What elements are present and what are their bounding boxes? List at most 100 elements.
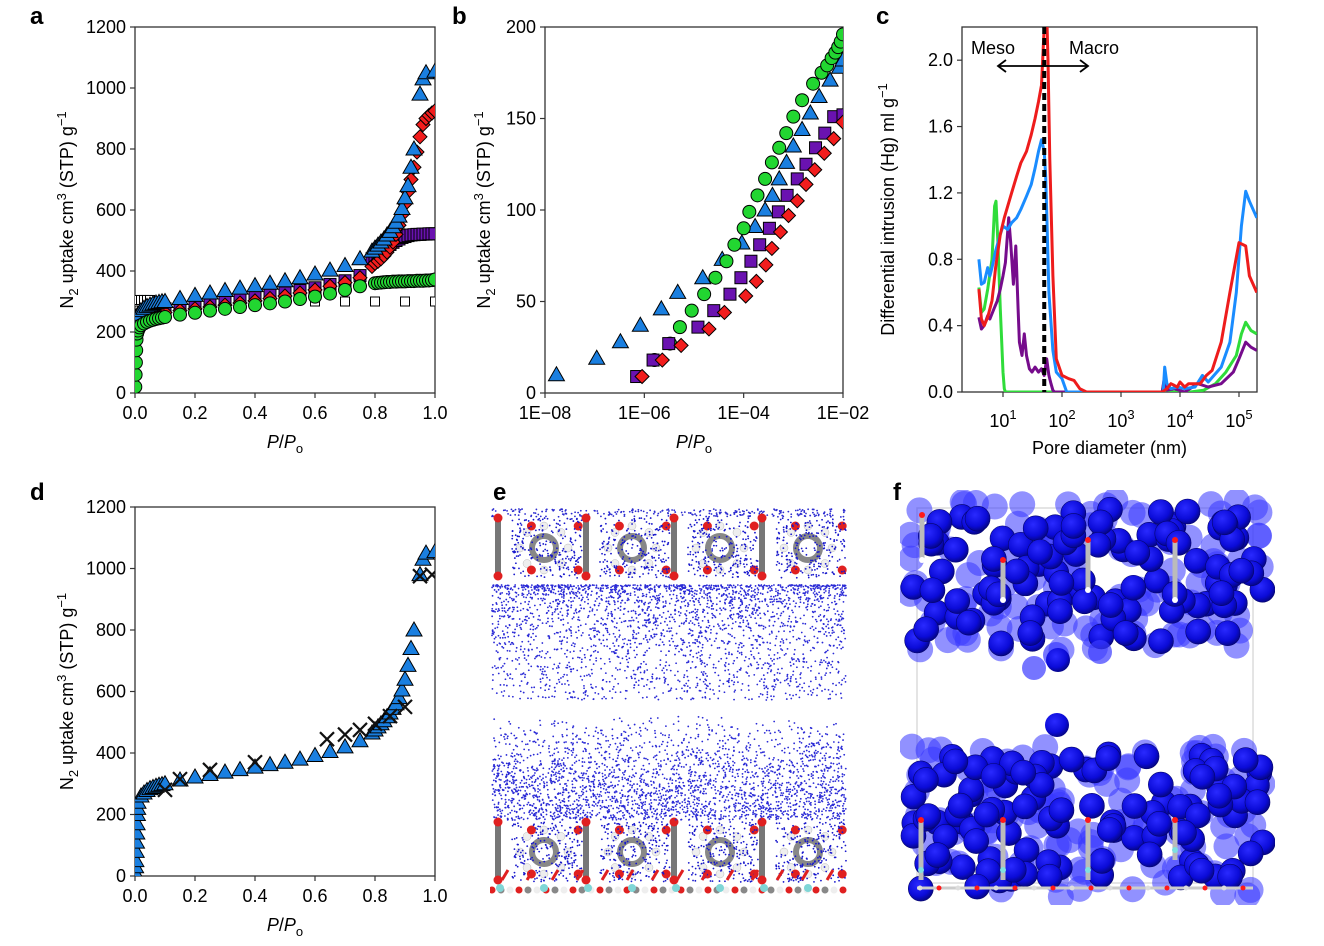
n2-point <box>691 832 694 834</box>
n2-point <box>826 527 829 530</box>
n2-point <box>684 585 687 587</box>
n2-point <box>809 587 812 590</box>
n2-point <box>648 530 651 533</box>
n2-point <box>540 821 543 824</box>
n2-point <box>635 633 638 635</box>
n2-point <box>674 644 676 647</box>
n2-point <box>803 682 806 685</box>
n2-point <box>663 681 666 684</box>
n2-point <box>806 641 809 644</box>
n2-point <box>613 603 616 606</box>
n2-point <box>834 531 837 534</box>
n2-point <box>811 511 814 514</box>
n2-point <box>828 662 831 665</box>
n2-point <box>772 595 775 598</box>
n2-point <box>564 683 566 685</box>
n2-point <box>492 610 495 613</box>
n2-point <box>706 847 709 850</box>
n2-point <box>611 850 614 853</box>
n2-point <box>735 535 738 538</box>
n2-point <box>738 652 741 654</box>
n2-point <box>558 593 561 596</box>
n2-point <box>802 622 804 625</box>
n2-point <box>719 865 722 868</box>
n2-point <box>571 617 574 620</box>
n2-point <box>546 676 548 679</box>
n2-point <box>611 613 614 616</box>
n2-point <box>775 598 778 601</box>
n2-point <box>594 627 596 630</box>
x-tick-label: 0.6 <box>302 403 327 423</box>
n2-point <box>518 510 521 512</box>
n2-point <box>739 560 742 563</box>
n2-point <box>789 641 791 644</box>
y-tick-label: 1.6 <box>928 117 953 137</box>
n2-point <box>778 537 781 540</box>
n2-point <box>529 606 531 609</box>
hydrogen-atom <box>556 832 566 841</box>
n2-point <box>575 608 577 611</box>
n2-point <box>685 682 688 685</box>
n2-point <box>717 660 720 663</box>
n2-point <box>652 622 655 625</box>
panel-label-a: a <box>30 3 44 30</box>
n2-point <box>747 592 749 595</box>
n2-point <box>565 855 568 858</box>
n2-point <box>534 529 537 532</box>
n2-point <box>837 867 840 870</box>
n2-point <box>802 602 805 604</box>
n2-point <box>517 541 520 544</box>
n2-point <box>794 678 797 680</box>
n2-point <box>793 565 796 568</box>
n2-point <box>730 607 733 610</box>
n2-point <box>721 864 724 867</box>
metal-atom <box>672 884 680 892</box>
n2-point <box>816 593 819 596</box>
data-point-triangle <box>246 276 264 293</box>
n2-point <box>570 632 573 634</box>
n2-point <box>639 613 641 616</box>
n2-point <box>790 513 793 516</box>
n2-point <box>618 864 620 867</box>
panel-label-f: f <box>893 479 902 506</box>
n2-point <box>786 673 789 676</box>
n2-point <box>772 603 774 606</box>
n2-point <box>517 555 520 557</box>
n2-point <box>763 687 766 690</box>
n2-point <box>697 551 700 554</box>
hydrogen-atom <box>603 847 613 857</box>
n2-point <box>552 591 555 594</box>
n2-point <box>839 624 842 627</box>
n2-point <box>795 878 797 881</box>
hydrogen-atom <box>698 832 708 841</box>
n2-point <box>650 839 652 842</box>
n2-point <box>766 687 769 690</box>
n2-point <box>777 589 780 592</box>
n2-point <box>831 831 834 834</box>
panel-label-d: d <box>30 479 45 506</box>
n2-point <box>693 573 696 576</box>
n2-point <box>503 684 505 686</box>
n2-point <box>718 646 721 649</box>
n2-point <box>733 513 736 515</box>
n2-point <box>545 508 548 511</box>
n2-point <box>740 617 743 620</box>
n2-point <box>553 632 556 635</box>
n2-point <box>551 586 554 589</box>
n2-point <box>767 648 770 650</box>
n2-point <box>606 631 609 634</box>
n2-point <box>769 601 772 604</box>
n2-point <box>656 677 658 679</box>
n2-point <box>706 602 709 605</box>
n2-point <box>578 557 581 559</box>
n2-point <box>730 613 733 616</box>
n2-point <box>560 677 562 679</box>
n2-point <box>821 601 824 603</box>
n2-point <box>547 635 550 637</box>
n2-point <box>676 670 679 673</box>
n2-point <box>615 626 618 629</box>
n2-point <box>507 600 510 603</box>
n2-point <box>707 521 710 524</box>
data-point-circle <box>173 307 187 322</box>
n2-point <box>715 523 718 526</box>
